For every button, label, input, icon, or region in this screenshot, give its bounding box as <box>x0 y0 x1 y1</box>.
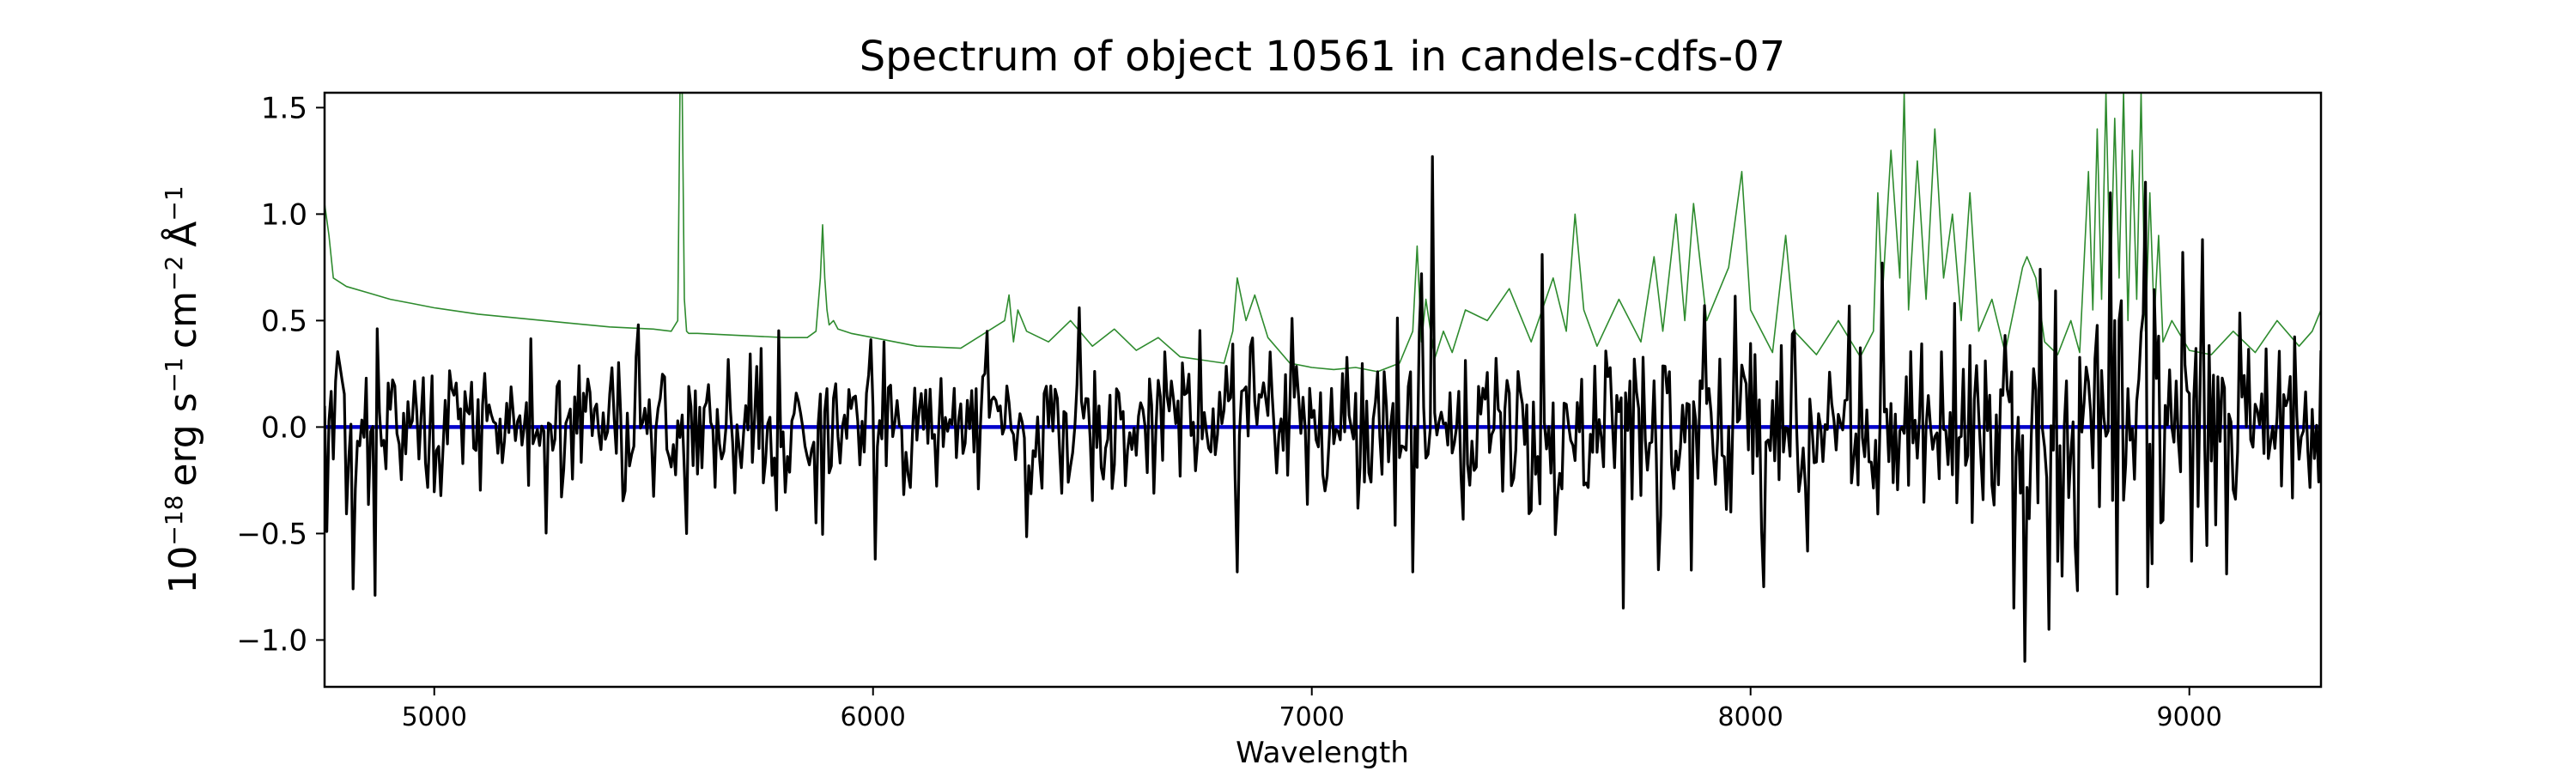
y-axis-label: 10−18erg s−1cm−2Å−1 <box>160 185 205 593</box>
plot-area <box>323 91 2323 689</box>
y-label-unit-angstrom: Å <box>160 222 205 247</box>
x-tick-label: 5000 <box>402 702 467 732</box>
y-axis: −1.0 −0.5 0.0 0.5 1.0 1.5 <box>236 91 325 658</box>
y-label-unit-erg-s: erg s <box>161 392 205 486</box>
x-tick-label: 7000 <box>1279 702 1345 732</box>
y-label-unit-angstrom-exponent: −1 <box>160 185 188 221</box>
plot-frame <box>323 91 2323 689</box>
x-tick-label: 9000 <box>2157 702 2222 732</box>
x-axis: 5000 6000 7000 8000 9000 <box>402 687 2222 732</box>
y-tick-label: 0.0 <box>261 410 307 445</box>
y-tick-label: 1.5 <box>261 91 307 125</box>
y-label-unit-cm: cm <box>161 291 205 349</box>
error-spectrum-line <box>325 93 2321 373</box>
flux-spectrum-line <box>325 155 2321 663</box>
x-tick-label: 8000 <box>1718 702 1783 732</box>
y-label-base: 10 <box>161 546 205 594</box>
y-label-base-exponent: −18 <box>160 495 188 546</box>
x-tick-label: 6000 <box>841 702 906 732</box>
y-tick-label: 1.0 <box>261 197 307 232</box>
chart-title: Spectrum of object 10561 in candels-cdfs… <box>860 33 1786 81</box>
y-tick-label: −0.5 <box>236 517 307 551</box>
y-tick-label: 0.5 <box>261 304 307 338</box>
series-layer <box>325 93 2321 663</box>
x-axis-label: Wavelength <box>1236 736 1409 770</box>
y-tick-label: −1.0 <box>236 623 307 658</box>
y-label-unit-erg-s-exponent: −1 <box>160 357 188 392</box>
y-label-unit-cm-exponent: −2 <box>160 256 188 291</box>
